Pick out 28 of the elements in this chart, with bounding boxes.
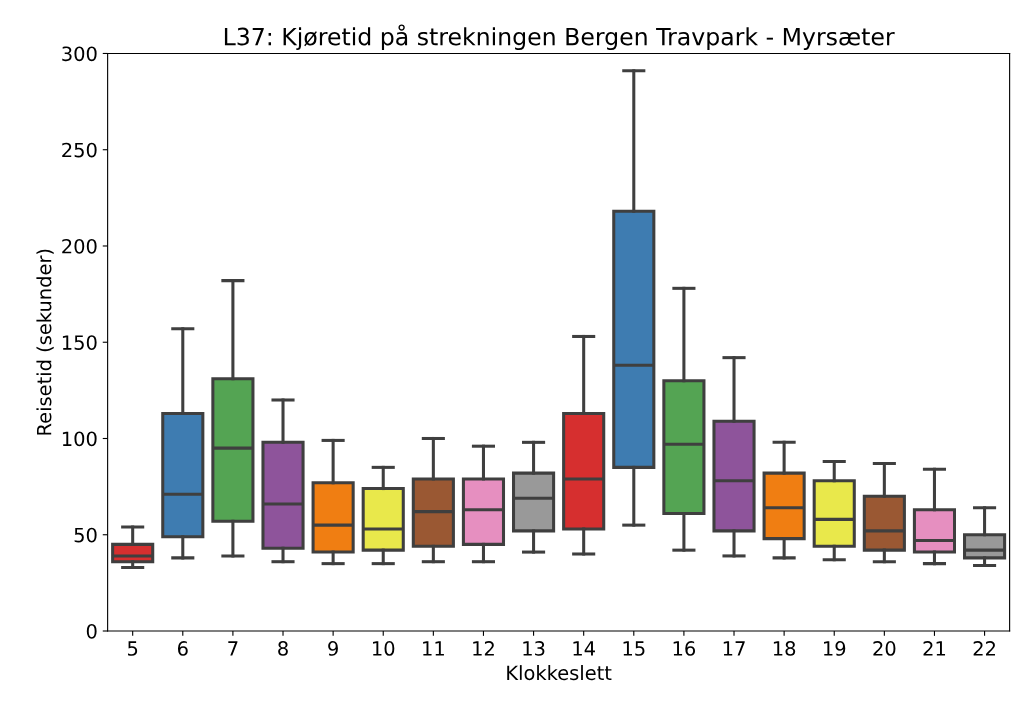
y-tick-label: 150 [62,335,97,350]
x-tick-label: 5 [128,641,138,656]
x-tick-label: 22 [973,641,995,656]
x-tick-label: 9 [328,641,338,656]
x-tick-label: 11 [423,641,444,656]
x-tick-label: 18 [773,641,796,656]
x-axis-title: Klokkeslett [507,665,612,681]
x-tick-label: 16 [673,641,696,656]
x-tick-label: 20 [873,641,896,656]
y-tick-label: 200 [62,238,97,254]
x-tick-label: 13 [523,641,545,656]
y-tick-label: 300 [62,46,97,62]
x-tick-label: 7 [228,641,238,656]
x-tick-label: 15 [623,641,645,656]
x-tick-label: 8 [278,641,288,656]
y-tick-label: 0 [86,623,97,639]
y-tick-label: 100 [62,431,97,447]
y-axis-title: Reisetid (sekunder) [36,249,54,435]
chart-title: L37: Kjøretid på strekningen Bergen Travpark - Myrsæter [224,24,895,51]
y-tick-label: 50 [74,527,97,543]
x-tick-label: 21 [923,641,946,656]
x-tick-label: 19 [824,641,846,656]
x-tick-label: 6 [177,641,188,656]
x-tick-label: 17 [723,641,745,656]
x-tick-label: 10 [373,641,395,656]
x-tick-label: 14 [573,641,595,656]
y-tick-label: 250 [62,142,97,158]
x-tick-label: 12 [473,641,494,656]
